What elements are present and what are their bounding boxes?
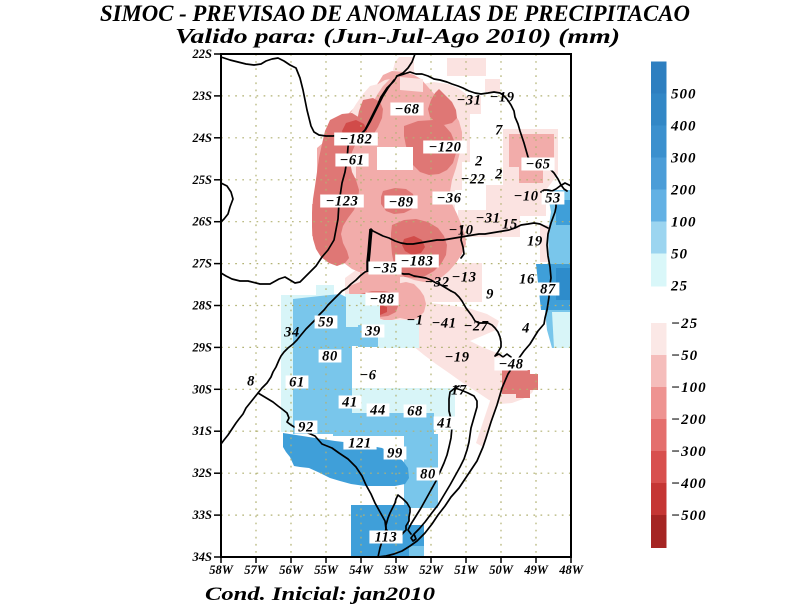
svg-text:87: 87 bbox=[540, 282, 556, 298]
svg-text:33S: 33S bbox=[192, 508, 213, 522]
svg-text:−41: −41 bbox=[431, 316, 456, 332]
svg-text:−61: −61 bbox=[339, 153, 364, 169]
svg-text:100: 100 bbox=[671, 215, 697, 231]
svg-text:30S: 30S bbox=[192, 382, 213, 396]
svg-text:−300: −300 bbox=[671, 444, 707, 460]
svg-text:31S: 31S bbox=[192, 424, 213, 438]
svg-text:−31: −31 bbox=[475, 211, 500, 227]
svg-text:−32: −32 bbox=[424, 275, 449, 291]
svg-text:−200: −200 bbox=[671, 412, 707, 428]
svg-text:500: 500 bbox=[671, 87, 697, 103]
svg-text:121: 121 bbox=[348, 436, 372, 452]
svg-text:−89: −89 bbox=[388, 195, 413, 211]
svg-text:27S: 27S bbox=[192, 257, 213, 271]
svg-text:68: 68 bbox=[407, 404, 423, 420]
svg-text:25: 25 bbox=[670, 279, 688, 295]
svg-text:−10: −10 bbox=[448, 223, 473, 239]
svg-text:41: 41 bbox=[436, 416, 453, 432]
svg-text:−31: −31 bbox=[456, 93, 481, 109]
svg-text:4: 4 bbox=[521, 321, 530, 337]
svg-text:−19: −19 bbox=[444, 350, 469, 366]
svg-text:−123: −123 bbox=[326, 194, 359, 210]
svg-text:61: 61 bbox=[289, 375, 305, 391]
svg-text:−88: −88 bbox=[369, 292, 394, 308]
svg-text:SIMOC - PREVISAO DE ANOMALIAS: SIMOC - PREVISAO DE ANOMALIAS DE PRECIPI… bbox=[100, 1, 690, 26]
svg-text:48W: 48W bbox=[558, 563, 584, 577]
svg-text:−36: −36 bbox=[436, 191, 461, 207]
svg-text:7: 7 bbox=[495, 123, 503, 139]
svg-text:19: 19 bbox=[527, 234, 543, 250]
svg-text:80: 80 bbox=[420, 467, 436, 483]
svg-text:54W: 54W bbox=[349, 563, 374, 577]
svg-text:−13: −13 bbox=[451, 270, 476, 286]
svg-text:−183: −183 bbox=[401, 254, 434, 270]
svg-text:2: 2 bbox=[494, 167, 503, 183]
svg-text:−120: −120 bbox=[429, 140, 462, 156]
svg-text:50: 50 bbox=[671, 247, 688, 263]
svg-text:29S: 29S bbox=[192, 340, 213, 354]
svg-text:−400: −400 bbox=[671, 476, 707, 492]
svg-text:49W: 49W bbox=[523, 563, 549, 577]
svg-text:41: 41 bbox=[341, 395, 358, 411]
svg-text:−182: −182 bbox=[340, 132, 373, 148]
svg-text:44: 44 bbox=[369, 403, 386, 419]
svg-text:80: 80 bbox=[322, 349, 338, 365]
svg-text:15: 15 bbox=[502, 217, 518, 233]
svg-text:22S: 22S bbox=[192, 47, 213, 61]
svg-text:−10: −10 bbox=[513, 189, 538, 205]
svg-text:51W: 51W bbox=[454, 563, 479, 577]
svg-text:26S: 26S bbox=[192, 215, 213, 229]
svg-text:39: 39 bbox=[364, 324, 381, 340]
svg-text:58W: 58W bbox=[209, 563, 234, 577]
svg-text:−50: −50 bbox=[671, 348, 698, 364]
svg-text:32S: 32S bbox=[192, 466, 213, 480]
svg-text:−6: −6 bbox=[359, 368, 376, 384]
svg-text:−100: −100 bbox=[671, 380, 707, 396]
svg-text:16: 16 bbox=[519, 272, 535, 288]
svg-text:400: 400 bbox=[670, 119, 697, 135]
svg-text:17: 17 bbox=[451, 383, 467, 399]
svg-text:23S: 23S bbox=[192, 89, 213, 103]
svg-text:−500: −500 bbox=[671, 508, 707, 524]
svg-text:52W: 52W bbox=[419, 563, 444, 577]
svg-text:300: 300 bbox=[670, 151, 697, 167]
svg-text:200: 200 bbox=[670, 183, 697, 199]
svg-text:34S: 34S bbox=[192, 550, 213, 564]
svg-text:−19: −19 bbox=[489, 90, 514, 106]
svg-text:Cond. Inicial: jan2010: Cond. Inicial: jan2010 bbox=[205, 584, 436, 605]
svg-text:99: 99 bbox=[387, 446, 403, 462]
svg-text:Valido para: (Jun-Jul-Ago 2010: Valido para: (Jun-Jul-Ago 2010) (mm) bbox=[175, 24, 620, 48]
svg-text:113: 113 bbox=[375, 530, 398, 546]
svg-text:50W: 50W bbox=[489, 563, 514, 577]
svg-text:−1: −1 bbox=[406, 313, 423, 329]
svg-text:−25: −25 bbox=[671, 316, 698, 332]
svg-text:34: 34 bbox=[283, 325, 300, 341]
svg-text:2: 2 bbox=[474, 154, 483, 170]
svg-text:−48: −48 bbox=[498, 357, 523, 373]
svg-text:25S: 25S bbox=[192, 173, 213, 187]
svg-text:92: 92 bbox=[298, 420, 314, 436]
svg-text:9: 9 bbox=[486, 287, 494, 303]
svg-text:28S: 28S bbox=[192, 299, 213, 313]
svg-text:59: 59 bbox=[318, 315, 334, 331]
svg-text:8: 8 bbox=[247, 374, 255, 390]
svg-text:−68: −68 bbox=[394, 102, 419, 118]
svg-text:−65: −65 bbox=[525, 157, 550, 173]
svg-text:−35: −35 bbox=[372, 261, 397, 277]
svg-text:55W: 55W bbox=[314, 563, 339, 577]
svg-text:56W: 56W bbox=[279, 563, 304, 577]
svg-text:57W: 57W bbox=[244, 563, 269, 577]
svg-text:−27: −27 bbox=[463, 319, 488, 335]
svg-text:24S: 24S bbox=[192, 131, 213, 145]
svg-text:53W: 53W bbox=[384, 563, 409, 577]
svg-text:−22: −22 bbox=[460, 172, 485, 188]
svg-text:53: 53 bbox=[545, 191, 561, 207]
